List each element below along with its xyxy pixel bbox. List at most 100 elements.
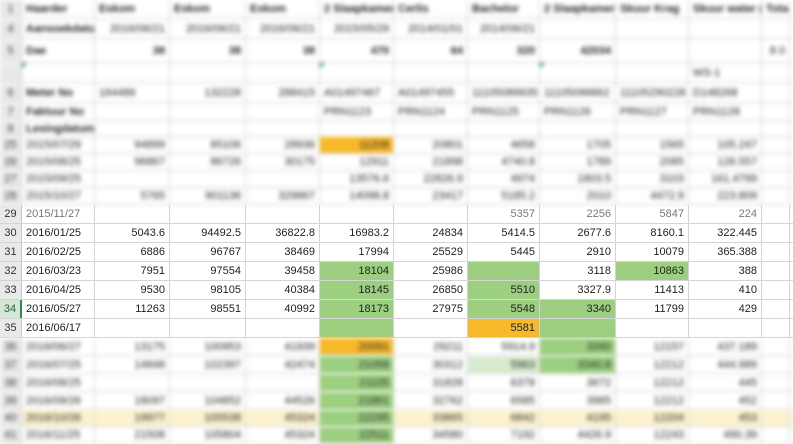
- cell[interactable]: 365.388: [689, 243, 762, 261]
- cell[interactable]: [246, 205, 320, 223]
- cell[interactable]: [689, 19, 762, 38]
- row-35[interactable]: 35 2016/06/17 5581: [0, 319, 793, 338]
- cell[interactable]: 2677.6: [540, 224, 616, 242]
- cell[interactable]: WS-1: [689, 63, 762, 82]
- cell[interactable]: 1803.5: [540, 171, 616, 187]
- cell[interactable]: 2010: [540, 188, 616, 204]
- cell[interactable]: 24834: [394, 224, 468, 242]
- cell[interactable]: 5185.2: [468, 188, 540, 204]
- cell[interactable]: 3985: [540, 392, 616, 409]
- cell[interactable]: 329867: [246, 188, 320, 204]
- cell[interactable]: [95, 63, 170, 82]
- cell[interactable]: [22, 63, 95, 82]
- cell[interactable]: 6378: [468, 374, 540, 391]
- cell[interactable]: [762, 103, 790, 120]
- row-header[interactable]: 34: [0, 300, 22, 318]
- cell[interactable]: [95, 121, 170, 136]
- cell[interactable]: 94492.5: [170, 224, 246, 242]
- row-38[interactable]: 38 2016/08/25 21105 31828 6378 3672 1221…: [0, 374, 793, 392]
- cell[interactable]: [762, 356, 790, 373]
- cell[interactable]: [394, 205, 468, 223]
- row-header[interactable]: 39: [0, 392, 22, 409]
- cell[interactable]: Total Sales: [762, 0, 790, 18]
- cell[interactable]: 2015/07/29: [22, 137, 95, 153]
- cell[interactable]: Dae: [22, 39, 95, 62]
- cell[interactable]: 13175: [95, 338, 170, 355]
- cell[interactable]: 21898: [394, 154, 468, 170]
- cell[interactable]: Meter No: [22, 83, 95, 102]
- cell[interactable]: [540, 19, 616, 38]
- cell[interactable]: 2016/03/23: [22, 262, 95, 280]
- cell[interactable]: 38469: [246, 243, 320, 261]
- cell[interactable]: 38: [246, 39, 320, 62]
- cell[interactable]: Skuur Krag: [616, 0, 689, 18]
- cell[interactable]: 64: [394, 39, 468, 62]
- cell[interactable]: [762, 262, 790, 280]
- cell[interactable]: 5043.6: [95, 224, 170, 242]
- cell[interactable]: 2016/10/26: [22, 410, 95, 426]
- cell[interactable]: 30175: [246, 154, 320, 170]
- cell[interactable]: [762, 19, 790, 38]
- cell[interactable]: 12212: [616, 374, 689, 391]
- cell[interactable]: [689, 121, 762, 136]
- cell[interactable]: 85106: [170, 137, 246, 153]
- cell[interactable]: 2015/11/27: [22, 205, 95, 223]
- cell[interactable]: 98105: [170, 281, 246, 299]
- cell[interactable]: [762, 281, 790, 299]
- cell[interactable]: 5914.9: [468, 338, 540, 355]
- row-8[interactable]: 8 Lesingdatum: [0, 121, 793, 137]
- cell[interactable]: 2016/05/27: [22, 300, 95, 318]
- row-25[interactable]: 25 2015/07/29 94899 85106 28936 11208 20…: [0, 137, 793, 154]
- cell[interactable]: [468, 63, 540, 82]
- cell[interactable]: [170, 121, 246, 136]
- cell[interactable]: 41939: [246, 338, 320, 355]
- cell[interactable]: 5445: [468, 243, 540, 261]
- cell[interactable]: 224: [689, 205, 762, 223]
- cell[interactable]: 11208: [320, 137, 394, 153]
- cell[interactable]: 2085: [616, 154, 689, 170]
- cell[interactable]: 29211: [394, 338, 468, 355]
- cell[interactable]: 2016/06/21: [95, 19, 170, 38]
- cell[interactable]: 104852: [170, 392, 246, 409]
- cell[interactable]: 31828: [394, 374, 468, 391]
- cell[interactable]: PRN1124: [394, 103, 468, 120]
- row-27[interactable]: 27 2015/09/25 13576.6 22826.9 4974 1803.…: [0, 171, 793, 188]
- cell[interactable]: [246, 121, 320, 136]
- cell[interactable]: PRN1127: [616, 103, 689, 120]
- cell[interactable]: 6842: [468, 410, 540, 426]
- cell[interactable]: [394, 319, 468, 337]
- cell[interactable]: 4658: [468, 137, 540, 153]
- cell[interactable]: 2016/06/21: [170, 19, 246, 38]
- cell[interactable]: 12243: [616, 427, 689, 443]
- row-40[interactable]: 40 2016/10/26 19977 105538 45324 22295 3…: [0, 410, 793, 427]
- cell[interactable]: [616, 63, 689, 82]
- cell[interactable]: 5847: [616, 205, 689, 223]
- row-header[interactable]: 26: [0, 154, 22, 170]
- row-36[interactable]: 36 2016/06/27 13175 100953 41939 20091 2…: [0, 338, 793, 356]
- cell[interactable]: 7951: [95, 262, 170, 280]
- cell[interactable]: 2256: [540, 205, 616, 223]
- cell[interactable]: [95, 205, 170, 223]
- cell[interactable]: PRN1126: [540, 103, 616, 120]
- cell[interactable]: 5963: [468, 356, 540, 373]
- cell[interactable]: 19977: [95, 410, 170, 426]
- row-header[interactable]: 7: [0, 103, 22, 120]
- cell[interactable]: Haarder: [22, 0, 95, 18]
- cell[interactable]: [246, 374, 320, 391]
- cell[interactable]: 161.4799: [689, 171, 762, 187]
- cell[interactable]: 490.39: [689, 427, 762, 443]
- cell[interactable]: 2016/04/25: [22, 281, 95, 299]
- cell[interactable]: [762, 83, 790, 102]
- cell[interactable]: 33865: [394, 410, 468, 426]
- cell[interactable]: 2016/06/27: [22, 338, 95, 355]
- row-4[interactable]: 4 Aansoekdatum 2016/06/21 2016/06/21 201…: [0, 19, 793, 39]
- cell[interactable]: 3327.9: [540, 281, 616, 299]
- row-31[interactable]: 31 2016/02/25 6886 96767 38469 17994 255…: [0, 243, 793, 262]
- cell[interactable]: 5510: [468, 281, 540, 299]
- cell[interactable]: 2015/05/29: [320, 19, 394, 38]
- cell[interactable]: 10863: [616, 262, 689, 280]
- cell[interactable]: 45324: [246, 427, 320, 443]
- row-header[interactable]: 37: [0, 356, 22, 373]
- row-header[interactable]: 25: [0, 137, 22, 153]
- cell[interactable]: 11105096862: [540, 83, 616, 102]
